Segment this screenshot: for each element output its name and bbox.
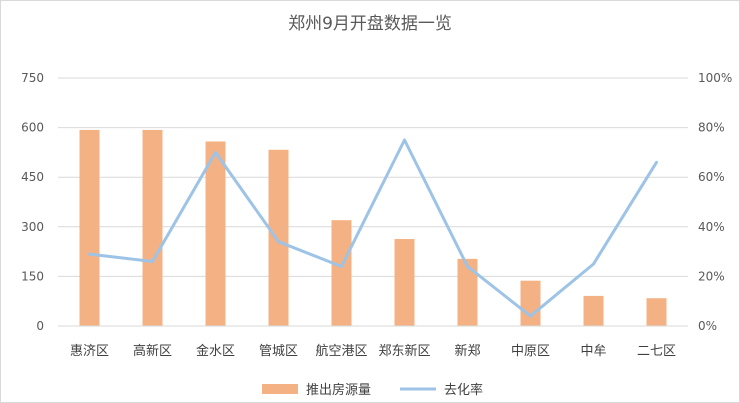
x-tick-label: 管城区 (259, 344, 298, 359)
series-line (88, 138, 658, 318)
y2-tick-label: 60% (698, 170, 725, 184)
bar (142, 129, 163, 326)
y-tick-label: 750 (21, 71, 44, 85)
bar (457, 258, 478, 326)
y2-tick-label: 0% (698, 319, 717, 333)
legend: 推出房源量 去化率 (262, 382, 483, 398)
chart-title: 郑州9月开盘数据一览 (288, 14, 452, 34)
y2-tick-label: 40% (698, 220, 725, 234)
line-series (88, 138, 658, 318)
y2-tick-label: 100% (698, 71, 732, 85)
x-tick-label: 高新区 (133, 343, 172, 359)
bar-series (79, 129, 667, 326)
y-tick-label: 0 (36, 319, 44, 333)
bar (646, 298, 667, 326)
bar (583, 295, 604, 326)
bar (205, 141, 226, 326)
bar (394, 239, 415, 326)
x-tick-label: 航空港区 (315, 343, 367, 359)
y-tick-label: 300 (21, 220, 44, 234)
x-tick-label: 金水区 (196, 343, 235, 359)
y-tick-label: 600 (21, 121, 44, 135)
bar (520, 280, 541, 326)
y2-tick-label: 20% (698, 269, 725, 283)
x-tick-label: 惠济区 (70, 344, 109, 359)
y-tick-label: 450 (21, 170, 44, 184)
bar (79, 129, 100, 326)
x-tick-label: 新郑 (454, 343, 480, 359)
legend-swatch-bar (262, 384, 298, 394)
x-tick-label: 中牟 (580, 344, 606, 359)
x-tick-label: 郑东新区 (378, 343, 430, 359)
x-tick-label: 二七区 (637, 344, 676, 359)
legend-label-bar: 推出房源量 (306, 382, 371, 398)
y2-tick-label: 80% (698, 121, 725, 135)
bar (268, 149, 289, 326)
gridlines (58, 77, 688, 277)
y-tick-label: 150 (21, 269, 44, 283)
axes: 0 150 300 450 600 750 0% 20% 40% 60% 80% 100% 惠济区 高新区… (21, 71, 732, 359)
legend-label-line: 去化率 (444, 382, 483, 398)
bar (331, 220, 352, 326)
x-tick-label: 中原区 (511, 344, 550, 359)
